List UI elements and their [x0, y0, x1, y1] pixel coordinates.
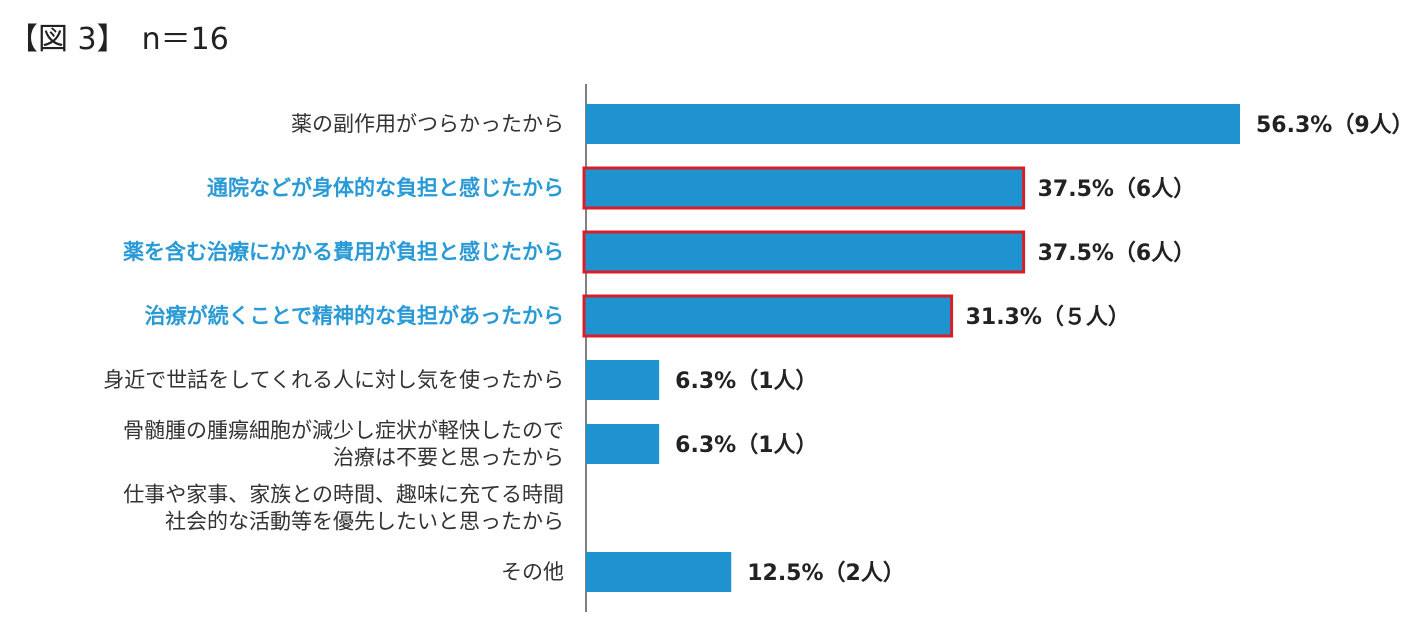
figure-label: 【図 3】 n＝16 — [8, 22, 229, 57]
category-label-line: 社会的な活動等を優先したいと思ったから — [165, 510, 564, 534]
category-label-line: 薬を含む治療にかかる費用が負担と感じたから — [123, 240, 564, 264]
category-label-line: 薬の副作用がつらかったから — [291, 112, 564, 136]
category-label-6: 骨髄腫の腫瘍細胞が減少し症状が軽快したので治療は不要と思ったから — [123, 419, 564, 470]
category-label-2: 通院などが身体的な負担と感じたから — [207, 176, 564, 200]
bar-5 — [586, 360, 660, 400]
bar-3 — [582, 230, 1026, 274]
value-label-2: 37.5%（6人） — [1038, 177, 1196, 202]
category-label-line: 治療は不要と思ったから — [333, 446, 564, 470]
category-label-line: 仕事や家事、家族との時間、趣味に充てる時間 — [123, 483, 564, 507]
value-label-5: 6.3%（1人） — [675, 369, 817, 394]
category-label-4: 治療が続くことで精神的な負担があったから — [145, 304, 564, 328]
category-label-5: 身近で世話をしてくれる人に対し気を使ったから — [103, 368, 564, 392]
category-label-line: 治療が続くことで精神的な負担があったから — [145, 304, 564, 328]
category-label-8: その他 — [501, 560, 564, 584]
bar-8 — [586, 552, 732, 592]
category-label-1: 薬の副作用がつらかったから — [291, 112, 564, 136]
value-label-6: 6.3%（1人） — [675, 433, 817, 458]
category-label-line: 骨髄腫の腫瘍細胞が減少し症状が軽快したので — [123, 419, 564, 443]
value-label-3: 37.5%（6人） — [1038, 241, 1196, 266]
category-label-7: 仕事や家事、家族との時間、趣味に充てる時間社会的な活動等を優先したいと思ったから — [123, 483, 564, 534]
bar-2 — [582, 166, 1026, 210]
value-label-8: 12.5%（2人） — [747, 561, 905, 586]
bar-1 — [586, 104, 1240, 144]
category-label-line: 通院などが身体的な負担と感じたから — [207, 176, 564, 200]
value-label-1: 56.3%（9人） — [1256, 113, 1414, 138]
value-label-4: 31.3%（５人） — [966, 305, 1130, 330]
category-label-line: その他 — [501, 560, 564, 584]
bar-6 — [586, 424, 660, 464]
category-label-3: 薬を含む治療にかかる費用が負担と感じたから — [123, 240, 564, 264]
category-label-line: 身近で世話をしてくれる人に対し気を使ったから — [103, 368, 564, 392]
bar-4 — [582, 294, 954, 338]
